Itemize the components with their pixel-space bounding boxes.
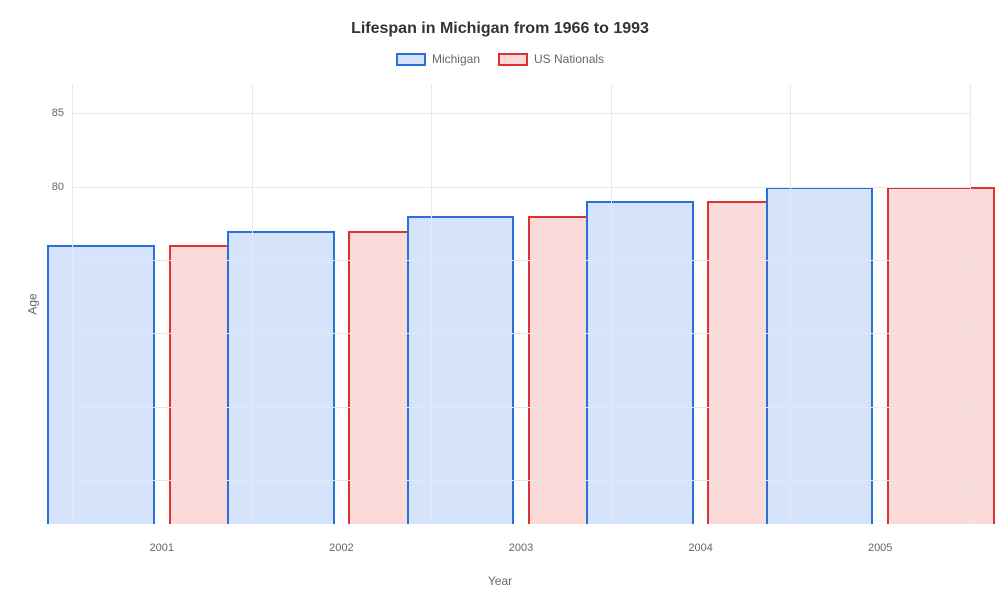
bar: [586, 201, 694, 524]
chart-title: Lifespan in Michigan from 1966 to 1993: [30, 20, 970, 38]
plot-area: Age 606570758085: [30, 84, 970, 524]
gridline-horizontal: [72, 113, 970, 114]
x-tick-label: 2003: [509, 542, 533, 554]
gridline-vertical: [72, 84, 73, 524]
legend: Michigan US Nationals: [30, 52, 970, 66]
gridline-vertical: [431, 84, 432, 524]
legend-item-michigan: Michigan: [396, 52, 480, 66]
gridline-vertical: [790, 84, 791, 524]
gridline-horizontal: [72, 407, 970, 408]
x-tick-label: 2005: [868, 542, 892, 554]
x-tick-label: 2002: [329, 542, 353, 554]
gridline-horizontal: [72, 333, 970, 334]
chart-container: Lifespan in Michigan from 1966 to 1993 M…: [0, 0, 1000, 600]
y-tick-label: 80: [52, 181, 64, 193]
plot: [72, 84, 970, 524]
bar: [407, 216, 515, 524]
bar: [766, 187, 874, 524]
x-tick-label: 2004: [688, 542, 712, 554]
legend-label: Michigan: [432, 52, 480, 66]
gridline-horizontal: [72, 260, 970, 261]
legend-swatch-michigan: [396, 53, 426, 66]
legend-swatch-us-nationals: [498, 53, 528, 66]
legend-label: US Nationals: [534, 52, 604, 66]
y-tick-label: 85: [52, 107, 64, 119]
bars-layer: [72, 84, 970, 524]
bar: [47, 245, 155, 524]
bar: [887, 187, 995, 524]
gridline-vertical: [970, 84, 971, 524]
gridline-horizontal: [72, 187, 970, 188]
x-axis-label: Year: [0, 574, 1000, 588]
gridline-horizontal: [72, 480, 970, 481]
gridline-vertical: [611, 84, 612, 524]
x-tick-label: 2001: [150, 542, 174, 554]
gridline-vertical: [252, 84, 253, 524]
x-axis: 2001 2002 2003 2004 2005: [72, 542, 970, 562]
legend-item-us-nationals: US Nationals: [498, 52, 604, 66]
